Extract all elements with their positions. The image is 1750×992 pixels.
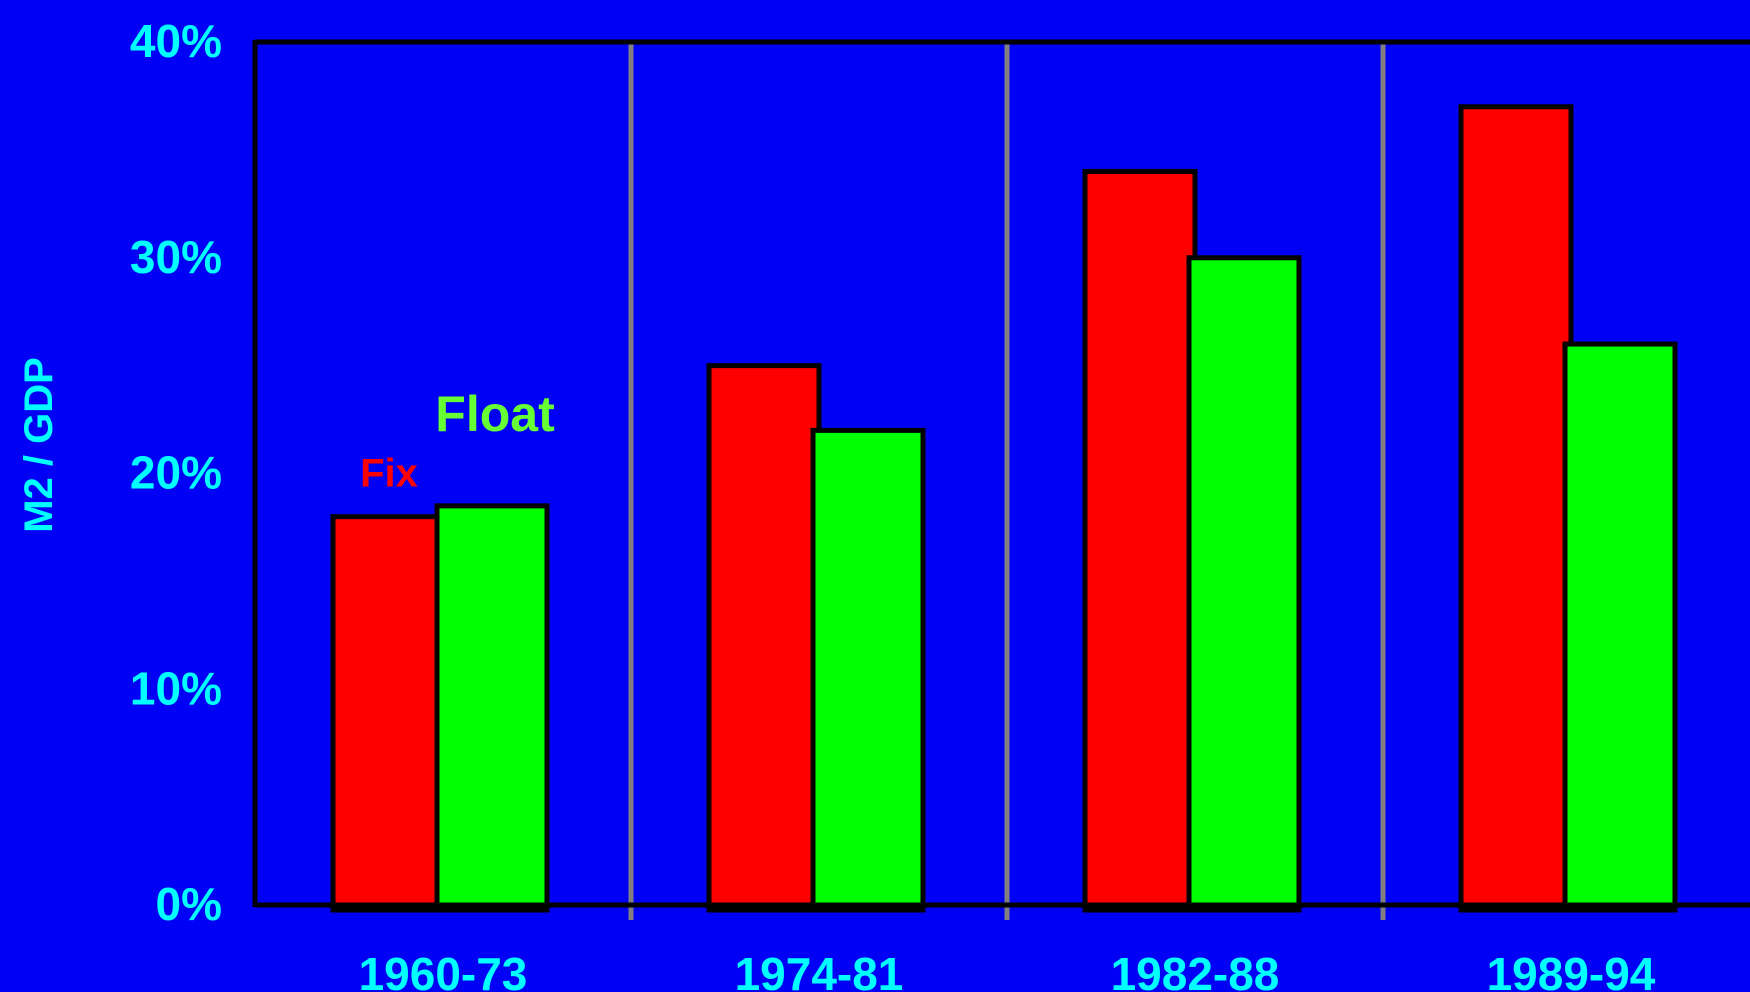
y-tick-labels: 0% 10% 20% 30% 40%	[130, 15, 222, 930]
x-tick-label: 1982-88	[1111, 948, 1280, 992]
bar-fix-1982-88	[1082, 168, 1198, 913]
x-tick-label: 1989-94	[1487, 948, 1656, 992]
y-tick-label: 10%	[130, 662, 222, 714]
y-tick-label: 20%	[130, 447, 222, 499]
bar-float-1982-88	[1186, 255, 1302, 913]
bar-fix-1989-94	[1458, 104, 1574, 913]
y-tick-label: 0%	[156, 878, 222, 930]
x-tick-label: 1974-81	[735, 948, 904, 992]
bar-float-1974-81	[810, 427, 926, 913]
bar-float-1989-94	[1562, 341, 1678, 913]
y-axis-label: M2 / GDP	[17, 357, 61, 533]
x-tick-label: 1960-73	[359, 948, 528, 992]
y-tick-label: 30%	[130, 231, 222, 283]
bar-fix-1960-73	[330, 514, 446, 913]
bar-series	[330, 104, 1678, 913]
series-label-fix: Fix	[360, 452, 418, 496]
bar-float-1960-73	[434, 503, 550, 913]
series-label-float: Float	[435, 386, 555, 442]
y-tick-label: 40%	[130, 15, 222, 67]
x-tick-labels: 1960-73 1974-81 1982-88 1989-94	[359, 948, 1656, 992]
series-labels: Fix Float	[360, 386, 555, 496]
category-separators	[628, 42, 1386, 920]
bar-fix-1974-81	[706, 363, 822, 913]
axes	[252, 39, 1750, 908]
